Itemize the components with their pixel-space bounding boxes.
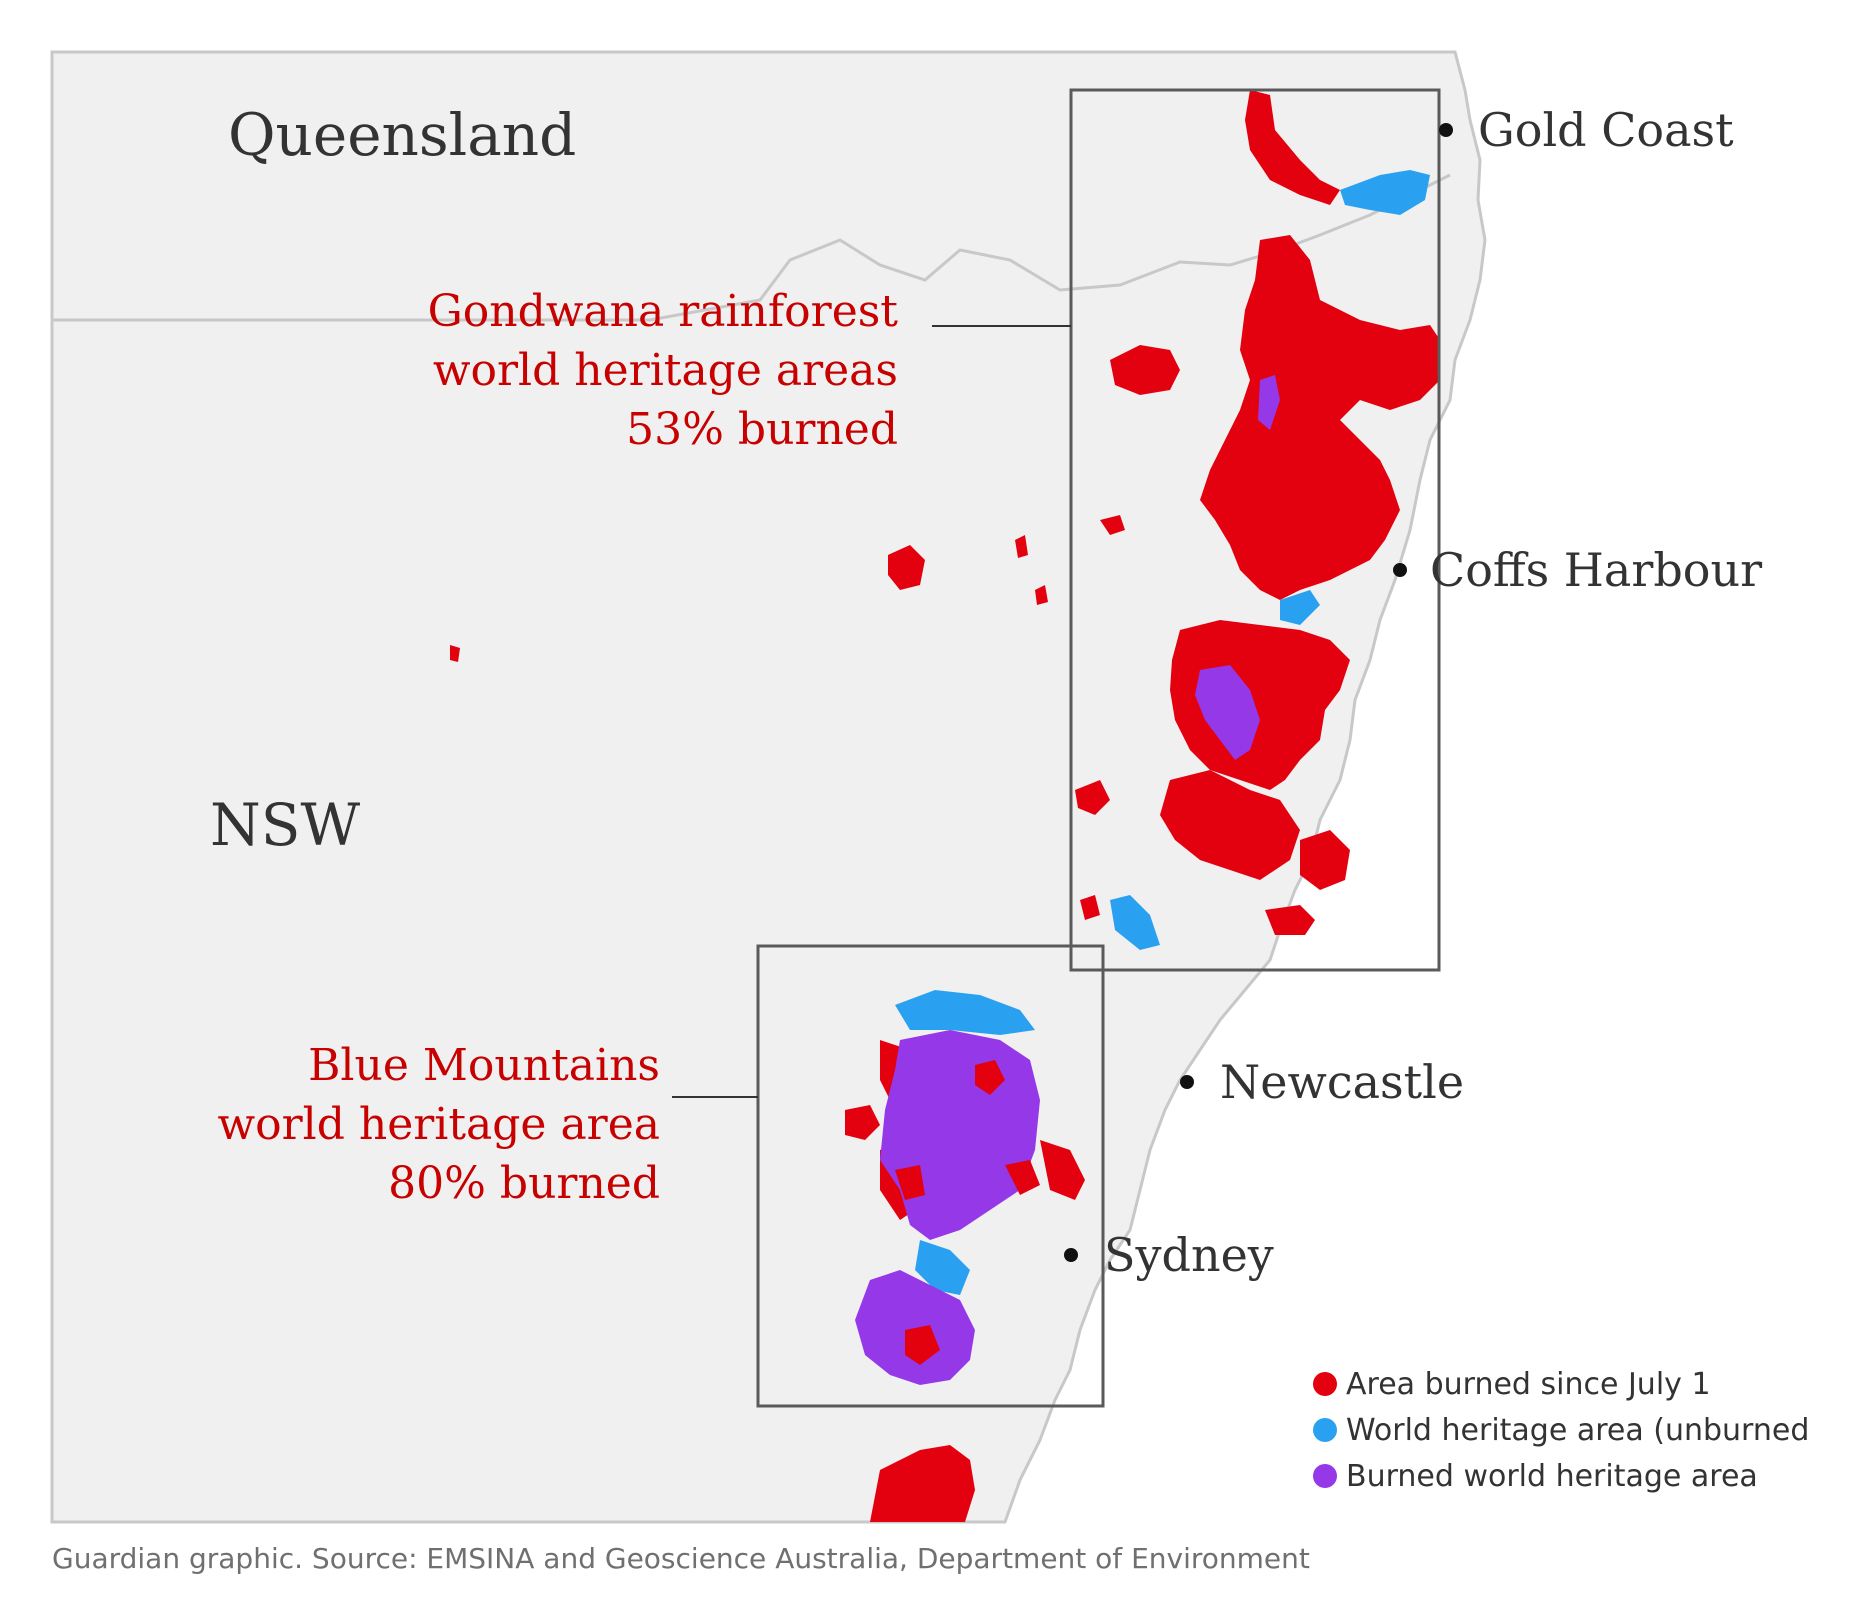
burned-area-inland-4 <box>1080 895 1100 920</box>
city-dot <box>1393 563 1407 577</box>
burned-patch-bm-2 <box>895 1165 925 1200</box>
legend-item-heritage-burned: Burned world heritage area <box>1313 1459 1758 1494</box>
burned-area-inland-2 <box>1100 515 1125 535</box>
legend-item-heritage-unburned: World heritage area (unburned <box>1313 1413 1809 1448</box>
burned-area-east-lobe <box>1300 830 1350 890</box>
burned-patch-bm-3 <box>905 1325 940 1365</box>
city-coffs-harbour: Coffs Harbour <box>1393 543 1762 597</box>
heritage-burned-gondwana-north <box>1258 375 1280 430</box>
burned-area-gondwana-main <box>1200 235 1440 600</box>
legend-swatch <box>1313 1372 1337 1396</box>
city-label: Gold Coast <box>1478 103 1734 157</box>
heritage-unburned-blue-mountains-mid <box>915 1240 970 1295</box>
burned-area-blue-mountains-east <box>1040 1140 1085 1200</box>
heritage-unburned-north <box>1340 170 1430 215</box>
heritage-unburned-blue-mountains-north <box>895 990 1035 1035</box>
gondwana-annotation: Gondwana rainforest world heritage areas… <box>428 286 899 455</box>
legend-item-burned: Area burned since July 1 <box>1313 1367 1711 1402</box>
burned-area-inland-7 <box>1035 585 1048 605</box>
blue-mountains-annotation: Blue Mountains world heritage area 80% b… <box>217 1040 660 1209</box>
legend: Area burned since July 1 World heritage … <box>1313 1367 1809 1494</box>
burned-area-inland-6 <box>1015 535 1028 558</box>
city-dot <box>1064 1248 1078 1262</box>
state-border <box>52 173 1451 322</box>
legend-swatch <box>1313 1464 1337 1488</box>
burned-area-inland-1 <box>888 545 925 590</box>
blue-mountains-inset-box <box>756 944 1105 1408</box>
burned-area-south-gondwana <box>1170 620 1350 790</box>
city-gold-coast: Gold Coast <box>1439 103 1734 157</box>
heritage-unburned-coffs <box>1280 590 1320 625</box>
city-label: Coffs Harbour <box>1430 543 1762 597</box>
burned-area-blue-mountains-west <box>845 1105 880 1140</box>
gondwana-inset-box <box>1069 88 1441 972</box>
city-label: Sydney <box>1104 1228 1274 1282</box>
annotation-line-3: 53% burned <box>626 404 898 455</box>
burned-area-south-coast <box>870 1445 975 1522</box>
region-label-queensland: Queensland <box>228 101 576 169</box>
region-label-nsw: NSW <box>210 791 360 859</box>
burned-patch-bm-1 <box>975 1060 1005 1095</box>
city-dot <box>1180 1075 1194 1089</box>
annotation-line-2: world heritage areas <box>433 345 898 396</box>
heritage-burned-blue-mountains-south <box>855 1270 975 1385</box>
burned-area-inland-3 <box>1075 780 1110 815</box>
heritage-unburned-south <box>1110 895 1160 950</box>
burned-area-inland-5 <box>450 645 460 662</box>
burned-area-west-blob <box>1110 345 1180 395</box>
burned-area-lower-gondwana <box>1160 770 1300 880</box>
legend-swatch <box>1313 1418 1337 1442</box>
burned-area-detail <box>895 1060 1040 1365</box>
source-credit: Guardian graphic. Source: EMSINA and Geo… <box>52 1542 1310 1575</box>
annotation-line-2: world heritage area <box>217 1099 660 1150</box>
heritage-unburned-areas <box>895 170 1430 1295</box>
legend-label: World heritage area (unburned <box>1346 1413 1809 1448</box>
annotation-line-1: Blue Mountains <box>308 1040 660 1091</box>
city-dot <box>1439 123 1453 137</box>
burned-patch-bm-4 <box>1005 1160 1040 1195</box>
city-newcastle: Newcastle <box>1180 1055 1464 1109</box>
city-sydney: Sydney <box>1064 1228 1274 1282</box>
legend-label: Area burned since July 1 <box>1346 1367 1711 1402</box>
burned-area-north-strip <box>1245 90 1340 205</box>
annotation-line-1: Gondwana rainforest <box>428 286 899 337</box>
burned-area-southern-patch <box>1265 905 1315 935</box>
legend-label: Burned world heritage area <box>1346 1459 1758 1494</box>
annotation-line-3: 80% burned <box>388 1158 660 1209</box>
heritage-burned-gondwana-south <box>1195 665 1260 760</box>
city-label: Newcastle <box>1220 1055 1464 1109</box>
